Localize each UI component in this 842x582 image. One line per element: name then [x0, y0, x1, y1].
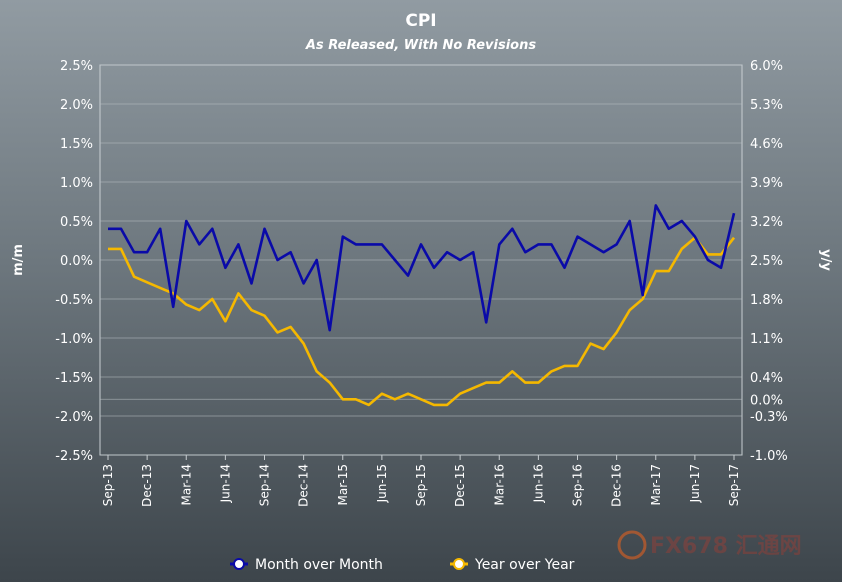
right-tick-label: 1.8% — [750, 293, 783, 308]
x-tick-label: Jun-14 — [218, 464, 232, 503]
left-axis-title: m/m — [11, 244, 26, 276]
left-tick-label: -0.5% — [55, 293, 93, 308]
chart-subtitle: As Released, With No Revisions — [305, 38, 536, 53]
x-tick-label: Jun-17 — [688, 464, 702, 503]
right-tick-label: -1.0% — [750, 449, 788, 464]
x-tick-label: Mar-16 — [492, 464, 506, 505]
left-tick-label: -2.5% — [55, 449, 93, 464]
watermark: FX678 汇通网 — [617, 530, 802, 560]
legend-mom-marker — [233, 558, 245, 570]
x-tick-label: Dec-13 — [140, 464, 154, 507]
legend-yoy-marker — [453, 558, 465, 570]
legend-item-mom[interactable]: Month over Month — [230, 557, 383, 573]
left-tick-label: 0.5% — [60, 215, 93, 230]
right-axis-ticks: 6.0% 5.3% 4.6% 3.9% 3.2% 2.5% 1.8% 1.1% 0.4% 0.0%… — [750, 59, 788, 464]
legend-mom-label: Month over Month — [255, 557, 383, 573]
left-tick-label: -1.0% — [55, 332, 93, 347]
right-tick-label: 3.2% — [750, 215, 783, 230]
legend-yoy-label: Year over Year — [474, 557, 575, 573]
watermark-text: FX678 汇通网 — [650, 534, 802, 559]
legend-item-yoy[interactable]: Year over Year — [450, 557, 575, 573]
series-layer — [107, 204, 736, 407]
x-tick-label: Dec-14 — [297, 464, 311, 507]
left-tick-label: 1.5% — [60, 137, 93, 152]
x-tick-label: Mar-17 — [649, 464, 663, 505]
left-tick-label: -1.5% — [55, 371, 93, 386]
x-tick-label: Jun-15 — [375, 464, 389, 503]
x-tick-label: Dec-15 — [453, 464, 467, 507]
right-axis-title: y/y — [818, 249, 833, 271]
x-tick-label: Mar-15 — [336, 464, 350, 505]
x-tick-label: Dec-16 — [610, 464, 624, 507]
right-tick-label: 3.9% — [750, 176, 783, 191]
left-tick-label: -2.0% — [55, 410, 93, 425]
chart-title: CPI — [405, 11, 436, 31]
left-axis-ticks: 2.5% 2.0% 1.5% 1.0% 0.5% 0.0% -0.5% -1.0% -1.5% -… — [55, 59, 93, 464]
x-tick-label: Sep-17 — [727, 464, 741, 506]
right-tick-label: 4.6% — [750, 137, 783, 152]
gridlines — [100, 64, 742, 456]
right-tick-label: 6.0% — [750, 59, 783, 74]
left-tick-label: 0.0% — [60, 254, 93, 269]
right-tick-label: 0.0% — [750, 393, 783, 408]
left-tick-label: 2.0% — [60, 98, 93, 113]
watermark-logo-icon — [617, 530, 647, 560]
left-tick-label: 1.0% — [60, 176, 93, 191]
x-tick-label: Sep-16 — [571, 464, 585, 506]
x-tick-label: Sep-15 — [414, 464, 428, 506]
right-tick-label: 5.3% — [750, 98, 783, 113]
right-tick-label: -0.3% — [750, 410, 788, 425]
x-axis-ticks: Sep-13 Dec-13 Mar-14 Jun-14 Sep-14 Dec-14 Mar-… — [101, 455, 741, 507]
right-tick-label: 2.5% — [750, 254, 783, 269]
right-tick-label: 1.1% — [750, 332, 783, 347]
x-tick-label: Sep-14 — [258, 464, 272, 506]
x-tick-label: Jun-16 — [531, 464, 545, 503]
x-tick-label: Sep-13 — [101, 464, 115, 506]
x-tick-label: Mar-14 — [179, 464, 193, 505]
left-tick-label: 2.5% — [60, 59, 93, 74]
legend: Month over Month Year over Year — [230, 557, 575, 573]
right-tick-label: 0.4% — [750, 371, 783, 386]
series-line-mom — [108, 204, 736, 332]
series-line-yoy — [108, 236, 736, 407]
